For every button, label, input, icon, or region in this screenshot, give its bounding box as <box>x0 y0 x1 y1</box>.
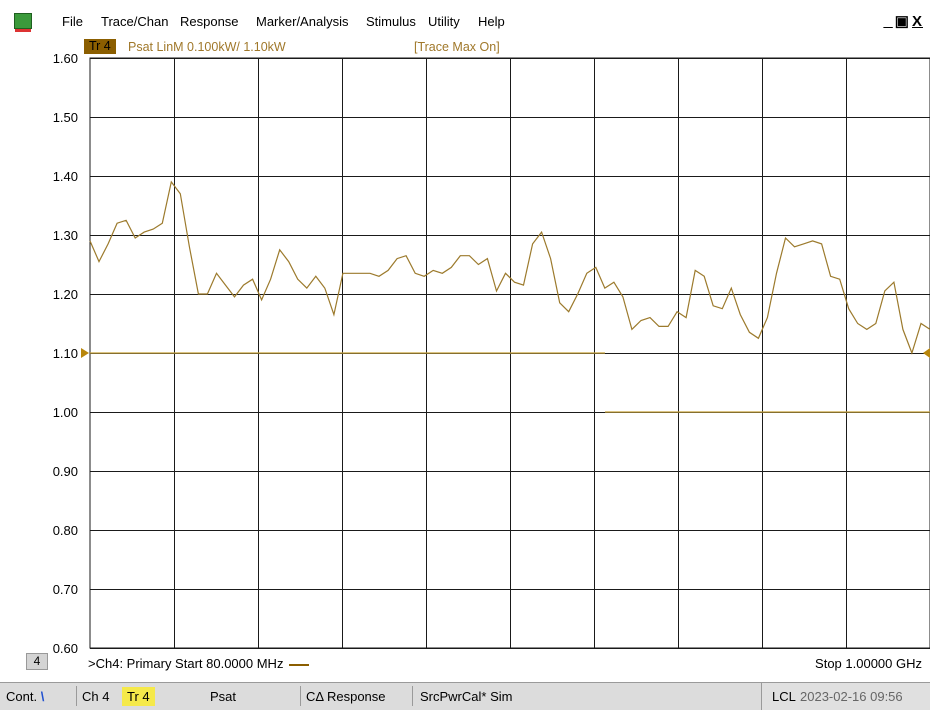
y-tick-label: 1.40 <box>53 169 78 184</box>
start-frequency[interactable]: >Ch4: Primary Start 80.0000 MHz <box>88 656 310 671</box>
left-reference-marker <box>81 348 89 358</box>
status-datetime: 2023-02-16 09:56 <box>800 689 903 704</box>
status-bar: Cont. \ Ch 4 Tr 4 Psat CΔ Response SrcPw… <box>0 682 930 710</box>
trace-max-status: [Trace Max On] <box>414 40 500 54</box>
status-lcl: LCL <box>772 689 796 704</box>
sweep-indicator: \ <box>40 689 45 704</box>
status-channel[interactable]: Ch 4 <box>82 689 110 704</box>
reference-lines <box>90 352 930 413</box>
right-reference-marker <box>923 348 930 358</box>
status-cal[interactable]: SrcPwrCal* Sim <box>420 689 513 704</box>
app-icon[interactable] <box>14 13 32 32</box>
window-controls: _ ▣ X <box>882 12 924 30</box>
y-tick-label: 1.20 <box>53 287 78 302</box>
trace-layer <box>89 180 930 355</box>
status-separator <box>412 686 413 706</box>
channel-number[interactable]: 4 <box>26 653 48 670</box>
y-tick-label: 0.60 <box>53 641 78 656</box>
trace-badge[interactable]: Tr 4 <box>84 39 116 54</box>
y-tick-label: 0.90 <box>53 464 78 479</box>
trace-plot[interactable]: 1.60 1.50 1.40 1.30 1.20 1.10 1.00 0.90 0.80 0.70… <box>0 0 930 682</box>
trace-description[interactable]: Psat LinM 0.100kW/ 1.10kW <box>128 40 286 54</box>
status-measurement[interactable]: Psat <box>210 689 237 704</box>
trace-color-swatch <box>289 663 310 666</box>
start-frequency-text: >Ch4: Primary Start 80.0000 MHz <box>88 656 284 671</box>
minimize-button[interactable]: _ <box>883 13 893 30</box>
reference-markers <box>81 348 930 358</box>
menu-utility[interactable]: Utility <box>428 14 460 29</box>
status-response[interactable]: CΔ Response <box>306 689 386 704</box>
menu-bar: File Trace/Chan Response Marker/Analysis… <box>0 10 930 34</box>
y-tick-label: 1.50 <box>53 110 78 125</box>
y-axis-ticks: 1.60 1.50 1.40 1.30 1.20 1.10 1.00 0.90 0.80 0.70… <box>53 51 78 656</box>
close-button[interactable]: X <box>911 13 923 30</box>
y-tick-label: 1.30 <box>53 228 78 243</box>
y-tick-label: 1.00 <box>53 405 78 420</box>
menu-marker-analysis[interactable]: Marker/Analysis <box>256 14 349 29</box>
menu-trace-chan[interactable]: Trace/Chan <box>101 14 169 29</box>
y-tick-label: 0.80 <box>53 523 78 538</box>
trace-header: Tr 4 Psat LinM 0.100kW/ 1.10kW [Trace Ma… <box>80 34 930 54</box>
y-tick-label: 0.70 <box>53 582 78 597</box>
restore-button[interactable]: ▣ <box>894 13 910 30</box>
menu-stimulus[interactable]: Stimulus <box>366 14 416 29</box>
y-tick-label: 1.10 <box>53 346 78 361</box>
status-trace[interactable]: Tr 4 <box>122 687 155 706</box>
menu-response[interactable]: Response <box>180 14 239 29</box>
status-separator <box>300 686 301 706</box>
status-lcl-box: LCL 2023-02-16 09:56 <box>761 683 930 710</box>
status-cont-label: Cont. <box>6 689 38 704</box>
y-tick-label: 1.60 <box>53 51 78 66</box>
status-separator <box>76 686 77 706</box>
menu-help[interactable]: Help <box>478 14 505 29</box>
stop-frequency[interactable]: Stop 1.00000 GHz <box>815 656 922 671</box>
menu-file[interactable]: File <box>62 14 83 29</box>
trace-line <box>89 180 930 355</box>
status-cont[interactable]: Cont. \ <box>6 687 44 706</box>
